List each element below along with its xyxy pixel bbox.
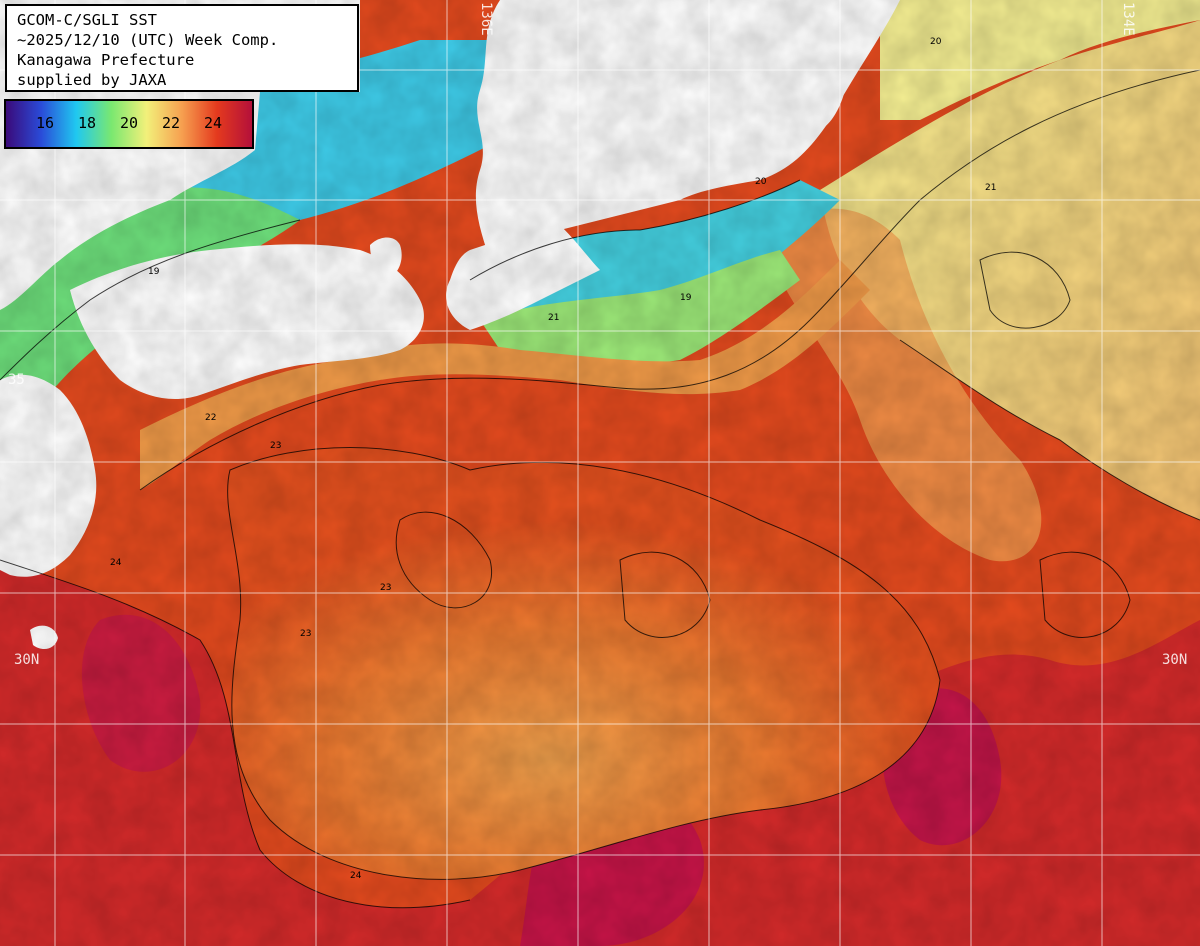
lat-label-30n-left: 30N xyxy=(14,652,40,668)
contour-label: 21 xyxy=(985,183,996,193)
colorbar-tick-20: 20 xyxy=(120,114,139,132)
contour-label: 24 xyxy=(110,558,122,568)
contour-label: 23 xyxy=(380,583,391,593)
lon-label-136e: 136E xyxy=(478,2,494,36)
title-product: GCOM-C/SGLI SST xyxy=(17,11,157,29)
lat-label-30n-right: 30N xyxy=(1162,652,1188,668)
title-supplier: supplied by JAXA xyxy=(17,71,167,89)
lon-label-134e: 134E xyxy=(1120,2,1136,36)
info-box: GCOM-C/SGLI SST ~2025/12/10 (UTC) Week C… xyxy=(5,4,359,92)
title-region: Kanagawa Prefecture xyxy=(17,51,195,69)
colorbar-tick-22: 22 xyxy=(162,114,181,132)
contour-label: 21 xyxy=(548,313,559,323)
contour-label: 19 xyxy=(680,293,692,303)
contour-label: 23 xyxy=(270,441,281,451)
contour-label: 23 xyxy=(300,629,311,639)
title-date: ~2025/12/10 (UTC) Week Comp. xyxy=(17,31,279,49)
contour-label: 20 xyxy=(755,177,767,187)
contour-lines xyxy=(0,69,1200,909)
contour-value-labels: 19 20 21 22 23 24 21 23 20 19 23 24 xyxy=(110,37,996,881)
lat-label-fragment: 35 xyxy=(8,372,25,388)
colorbar-tick-16: 16 xyxy=(36,114,55,132)
contour-label: 19 xyxy=(148,267,160,277)
contour-label: 24 xyxy=(350,871,362,881)
colorbar-tick-18: 18 xyxy=(78,114,97,132)
contour-label: 20 xyxy=(930,37,942,47)
contour-label: 22 xyxy=(205,413,216,423)
sst-colorbar: 16 18 20 22 24 xyxy=(4,99,254,149)
colorbar-tick-24: 24 xyxy=(204,114,223,132)
